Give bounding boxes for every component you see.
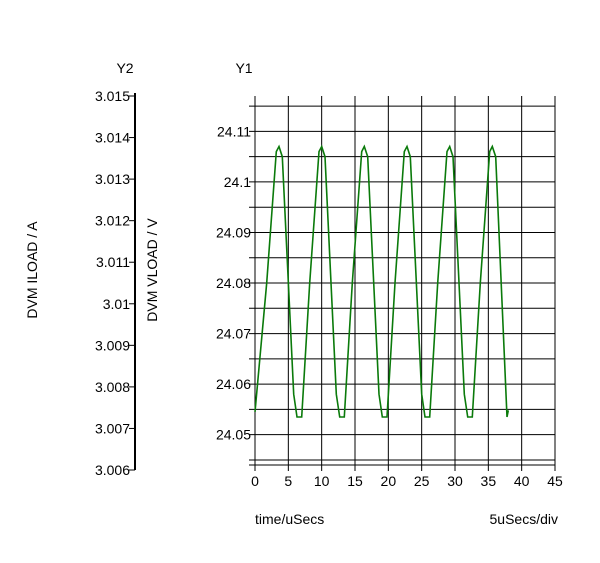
y2-tick-label: 3.006 — [95, 462, 130, 478]
x-tick-label: 35 — [481, 473, 497, 489]
series-group — [254, 144, 510, 418]
y1-tick-labels: 24.05 24.06 24.07 24.08 24.09 24.1 24.11 — [216, 123, 251, 442]
x-axis-label: time/uSecs — [255, 511, 324, 527]
y1-tick-label: 24.06 — [216, 376, 251, 392]
x-scale-label: 5uSecs/div — [490, 511, 558, 527]
x-tick-label: 25 — [414, 473, 430, 489]
y2-tick-label: 3.015 — [95, 88, 130, 104]
x-tick-label: 10 — [314, 473, 330, 489]
x-tick-label: 20 — [381, 473, 397, 489]
plot-grid — [249, 96, 556, 471]
series-line-vload — [254, 144, 510, 418]
y2-tick-label: 3.014 — [95, 130, 130, 146]
y2-tick-label: 3.008 — [95, 379, 130, 395]
y2-tick-label: 3.01 — [103, 296, 130, 312]
y2-tick-label: 3.009 — [95, 337, 130, 353]
y1-tick-label: 24.1 — [224, 174, 251, 190]
y2-tick-label: 3.007 — [95, 420, 130, 436]
y1-axis-label: DVM VLOAD / V — [144, 218, 160, 322]
y2-tick-label: 3.012 — [95, 213, 130, 229]
x-tick-labels: 0 5 10 15 20 25 30 35 40 45 — [251, 473, 563, 489]
y2-axis-label: DVM ILOAD / A — [24, 221, 40, 319]
y2-axis-title: Y2 — [116, 60, 133, 76]
y1-axis-title: Y1 — [235, 60, 252, 76]
x-tick-label: 30 — [447, 473, 463, 489]
x-tick-label: 15 — [347, 473, 363, 489]
x-tick-label: 45 — [547, 473, 563, 489]
x-tick-label: 5 — [284, 473, 292, 489]
x-tick-label: 40 — [514, 473, 530, 489]
y2-axis: 3.006 3.007 3.008 3.009 3.01 3.011 3.012 3.013 3… — [95, 88, 136, 478]
y1-tick-label: 24.07 — [216, 326, 251, 342]
x-tick-label: 0 — [251, 473, 259, 489]
y2-tick-label: 3.011 — [96, 254, 130, 270]
y1-tick-label: 24.09 — [216, 224, 251, 240]
y1-tick-label: 24.05 — [216, 427, 251, 443]
y1-tick-label: 24.08 — [216, 275, 251, 291]
y1-tick-label: 24.11 — [217, 123, 251, 139]
y2-tick-label: 3.013 — [95, 171, 130, 187]
